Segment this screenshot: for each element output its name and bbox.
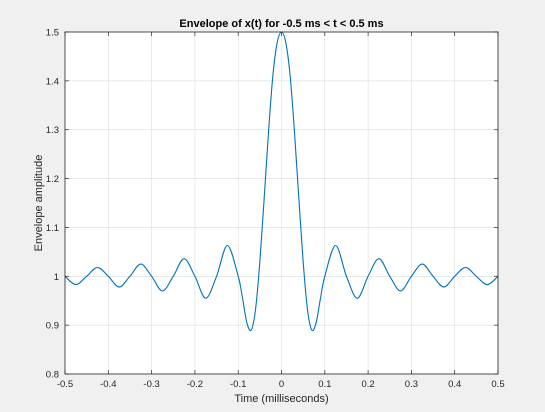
x-tick-labels: -0.5 -0.4 -0.3 -0.2 -0.1 0 0.1 0.2 0.3 0.4 0.5 (57, 379, 505, 390)
x-tick-label: 0.3 (405, 379, 418, 390)
y-tick-labels: 0.8 0.9 1 1.1 1.2 1.3 1.4 1.5 (46, 28, 59, 381)
y-tick-label: 1.4 (46, 76, 59, 87)
y-tick-label: 1.3 (46, 125, 59, 136)
y-tick-label: 0.9 (46, 321, 59, 332)
x-tick-label: -0.1 (230, 379, 246, 390)
y-tick-label: 1.5 (46, 28, 59, 39)
y-tick-label: 1.2 (46, 174, 59, 185)
y-tick-label: 1 (54, 272, 59, 283)
x-tick-label: 0.1 (318, 379, 331, 390)
y-tick-label: 0.8 (46, 370, 59, 381)
x-tick-label: 0.4 (448, 379, 461, 390)
y-axis-label: Envelope amplitude (33, 155, 45, 252)
x-tick-label: -0.4 (100, 379, 116, 390)
x-tick-label: -0.3 (143, 379, 159, 390)
x-tick-label: -0.2 (187, 379, 203, 390)
x-tick-label: -0.5 (57, 379, 73, 390)
x-tick-label: 0 (279, 379, 284, 390)
y-tick-label: 1.1 (46, 223, 59, 234)
x-tick-label: 0.5 (491, 379, 504, 390)
x-axis-label: Time (milliseconds) (234, 393, 328, 405)
tick-marks (64, 31, 499, 375)
x-tick-label: 0.2 (361, 379, 374, 390)
chart-title: Envelope of x(t) for -0.5 ms < t < 0.5 m… (179, 18, 383, 30)
